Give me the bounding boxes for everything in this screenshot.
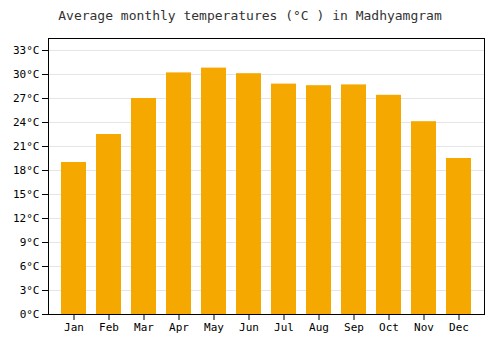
svg-text:24°C: 24°C (13, 116, 40, 129)
svg-text:6°C: 6°C (20, 260, 40, 273)
svg-text:Mar: Mar (134, 321, 154, 334)
svg-text:18°C: 18°C (13, 164, 40, 177)
svg-text:12°C: 12°C (13, 212, 40, 225)
html-text:Average monthly temperatures (: Average monthly temperatures (°C ) in Ma… (58, 8, 442, 23)
svg-text:May: May (204, 321, 224, 334)
svg-text:33°C: 33°C (13, 44, 40, 57)
svg-text:0°C: 0°C (20, 308, 40, 321)
svg-text:Jan: Jan (64, 321, 84, 334)
svg-text:Oct: Oct (379, 321, 399, 334)
svg-text:Sep: Sep (344, 321, 364, 334)
svg-text:Jun: Jun (239, 321, 259, 334)
svg-text:Apr: Apr (169, 321, 189, 334)
svg-text:Feb: Feb (99, 321, 119, 334)
svg-text:9°C: 9°C (20, 236, 40, 249)
svg-text:Jul: Jul (274, 321, 294, 334)
svg-text:Aug: Aug (309, 321, 329, 334)
svg-text:15°C: 15°C (13, 188, 40, 201)
svg-text:3°C: 3°C (20, 284, 40, 297)
svg-text:21°C: 21°C (13, 140, 40, 153)
svg-text:Dec: Dec (449, 321, 469, 334)
svg-text:30°C: 30°C (13, 68, 40, 81)
svg-text:27°C: 27°C (13, 92, 40, 105)
svg-text:Nov: Nov (414, 321, 434, 334)
